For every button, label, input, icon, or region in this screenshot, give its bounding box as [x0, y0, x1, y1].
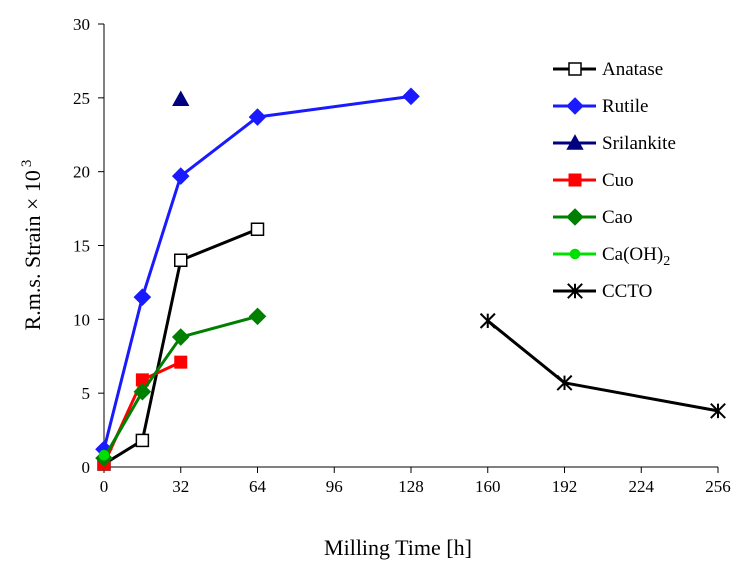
- y-tick-label: 20: [73, 163, 90, 182]
- data-point: [710, 402, 726, 419]
- legend-label: Srilankite: [602, 133, 676, 154]
- data-point: [171, 328, 190, 346]
- x-axis-title: Milling Time [h]: [324, 535, 472, 560]
- series-layer: [95, 87, 726, 471]
- legend-label: Cao: [602, 207, 633, 228]
- y-tick-label: 25: [73, 89, 90, 108]
- legend-label: CCTO: [602, 281, 652, 302]
- legend-entry: Cuo: [553, 170, 634, 191]
- data-point: [556, 374, 573, 391]
- x-tick-label: 0: [100, 477, 109, 496]
- data-point: [133, 382, 152, 401]
- x-tick-label: 96: [326, 477, 343, 496]
- x-tick-label: 64: [249, 477, 267, 496]
- data-point: [479, 312, 496, 329]
- series-cao: [95, 307, 267, 467]
- data-point: [569, 248, 581, 260]
- x-tick-label: 32: [172, 477, 189, 496]
- legend-entry: Rutile: [553, 96, 648, 117]
- x-tick-label: 160: [475, 477, 501, 496]
- data-point: [566, 134, 584, 150]
- y-tick-label: 30: [73, 15, 90, 34]
- legend-label: Cuo: [602, 170, 634, 191]
- y-tick-label: 5: [82, 384, 91, 403]
- legend: Anatase Rutile Srilankite Cuo Cao Ca(OH)2 CCTO: [553, 59, 676, 302]
- x-tick-label: 224: [629, 477, 655, 496]
- y-tick-label: 10: [73, 310, 90, 329]
- data-point: [133, 288, 152, 306]
- series-ccto: [479, 312, 726, 419]
- data-point: [568, 62, 582, 76]
- y-axis-title: R.m.s. Strain × 10 3: [19, 160, 45, 331]
- legend-entry: Srilankite: [553, 133, 676, 154]
- legend-label: Anatase: [602, 59, 663, 80]
- data-point: [172, 90, 190, 107]
- data-point: [568, 173, 582, 187]
- x-tick-label: 128: [398, 477, 424, 496]
- legend-label: Ca(OH)2: [602, 244, 670, 269]
- data-point: [250, 222, 265, 237]
- series-srilankite: [172, 90, 190, 107]
- data-point: [402, 87, 420, 106]
- legend-label-subscript: 2: [663, 254, 670, 269]
- x-tick-label: 192: [552, 477, 578, 496]
- legend-entry: Anatase: [553, 59, 663, 80]
- data-point: [98, 449, 110, 461]
- series-ca-oh: [98, 449, 110, 461]
- x-tick-label: 256: [705, 477, 731, 496]
- axes: 0 5 10 15 20 25 30 0 32 64 96 128 160 192 224 256: [73, 15, 731, 496]
- series-line: [103, 227, 259, 466]
- data-point: [566, 97, 584, 115]
- data-point: [248, 307, 267, 326]
- data-point: [174, 355, 188, 369]
- data-point: [248, 108, 267, 126]
- legend-entry: Ca(OH)2: [553, 244, 670, 269]
- data-point: [171, 167, 190, 185]
- data-point: [567, 283, 583, 299]
- legend-entry: CCTO: [553, 281, 652, 302]
- y-axis-title-exponent: 3: [19, 160, 35, 168]
- y-axis-title-main: R.m.s. Strain × 10: [20, 170, 45, 330]
- y-tick-label: 15: [73, 237, 90, 256]
- series-line: [102, 314, 258, 459]
- data-point: [174, 253, 188, 268]
- data-point: [566, 208, 584, 226]
- data-point: [135, 433, 150, 448]
- series-rutile: [95, 87, 420, 459]
- legend-label: Rutile: [602, 96, 648, 117]
- y-tick-label: 0: [82, 458, 91, 477]
- legend-entry: Cao: [553, 207, 633, 228]
